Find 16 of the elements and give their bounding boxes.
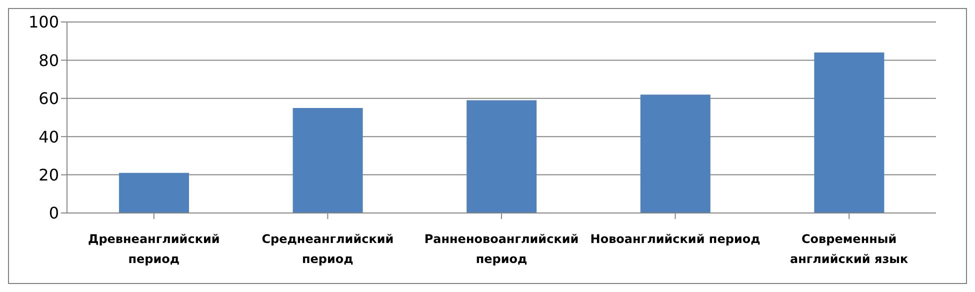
x-tick-label: Среднеанглийский период	[262, 232, 394, 266]
x-tick-label: Ранненовоанглийский период	[424, 232, 579, 266]
y-tick-label: 80	[38, 50, 59, 70]
bar	[814, 52, 884, 213]
bar	[292, 108, 363, 213]
x-tick-label: Современный английский язык	[790, 232, 908, 266]
x-tick-label: Древнеанглийский период	[88, 232, 220, 266]
bar	[640, 94, 710, 213]
y-tick-label: 60	[38, 89, 59, 108]
y-tick-label: 20	[38, 165, 59, 184]
bar	[119, 172, 189, 213]
y-tick-label: 40	[38, 127, 59, 146]
x-tick-label: Новоанглийский период	[590, 232, 761, 246]
bar	[466, 100, 537, 213]
y-tick-label: 0	[48, 204, 59, 223]
y-tick-label: 100	[28, 12, 59, 32]
